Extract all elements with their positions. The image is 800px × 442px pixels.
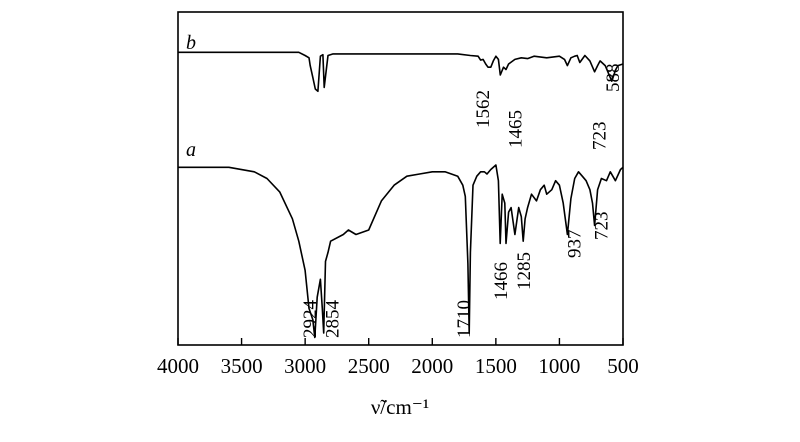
x-axis-tick-labels: 4000 3500 3000 2500 2000 1500 1000 500 [157,354,639,378]
series-label-b: b [186,32,196,54]
spectrum-curves [178,51,624,339]
peak-label: 723 [590,122,611,151]
x-tick-label: 3500 [221,354,263,378]
plot-frame [177,11,624,346]
peak-label: 1466 [491,262,512,300]
x-axis-title: ν̃/cm⁻¹ [371,395,429,419]
peak-label: 2854 [323,300,344,339]
peak-label: 1285 [514,252,535,290]
x-tick-label: 1500 [475,354,517,378]
peak-label: 1562 [473,90,494,128]
peak-labels: 2924 2854 1710 1466 1285 937 723 1562 1465 723 588 [300,64,624,339]
x-tick-label: 3000 [284,354,326,378]
x-tick-label: 1000 [538,354,580,378]
x-tick-label: 2500 [348,354,390,378]
peak-label: 2924 [300,300,321,339]
x-tick-label: 2000 [411,354,453,378]
x-tick-label: 500 [607,354,639,378]
spectrum-curve-b [178,51,624,93]
peak-label: 937 [564,230,585,259]
x-tick-label: 4000 [157,354,199,378]
peak-label: 1710 [454,300,475,338]
x-axis-ticks [177,338,624,345]
peak-label: 588 [603,64,624,93]
series-labels: ba [186,32,196,161]
peak-label: 1465 [505,110,526,148]
peak-label: 723 [592,212,613,241]
spectrum-curve-a [178,164,624,339]
series-label-a: a [186,139,196,161]
